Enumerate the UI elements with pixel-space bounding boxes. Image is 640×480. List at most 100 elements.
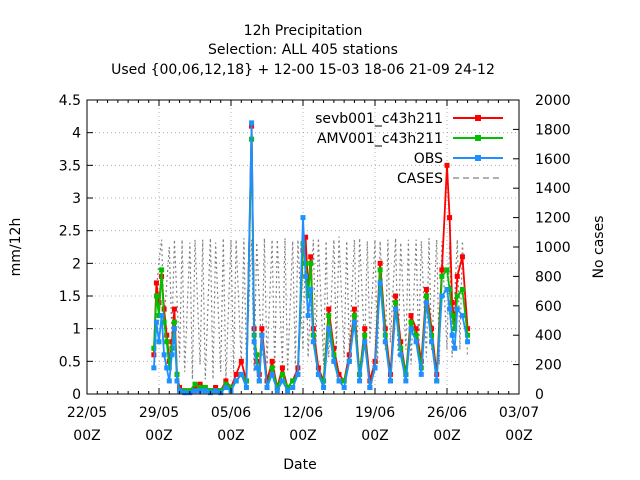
x-axis-ticks: 22/05 00Z 29/05 00Z 05/06 00Z 12/06 00Z 19/06 00Z… xyxy=(67,100,539,444)
y2-tick-label: 800 xyxy=(535,269,562,285)
data-point-sevb001-c43h211 xyxy=(454,273,460,279)
x-tick-label-hour: 00Z xyxy=(433,428,460,444)
x-tick-label-hour: 00Z xyxy=(217,428,244,444)
data-point-obs xyxy=(413,339,419,345)
data-point-sevb001-c43h211 xyxy=(269,358,275,364)
data-point-amv001-c43h211 xyxy=(331,352,337,358)
data-point-amv001-c43h211 xyxy=(159,267,165,273)
data-point-sevb001-c43h211 xyxy=(449,300,455,306)
data-point-amv001-c43h211 xyxy=(423,293,429,299)
data-point-obs xyxy=(166,378,172,384)
x-tick-label-date: 29/05 xyxy=(139,405,179,421)
data-point-sevb001-c43h211 xyxy=(393,293,399,299)
data-point-sevb001-c43h211 xyxy=(447,215,453,221)
data-point-obs xyxy=(202,388,208,394)
data-point-obs xyxy=(326,326,332,332)
data-point-obs xyxy=(351,319,357,325)
data-point-sevb001-c43h211 xyxy=(377,260,383,266)
x-tick-label-date: 12/06 xyxy=(283,405,323,421)
data-point-obs xyxy=(254,365,260,371)
data-point-amv001-c43h211 xyxy=(465,332,471,338)
data-point-amv001-c43h211 xyxy=(351,313,357,319)
data-point-obs xyxy=(341,384,347,390)
data-point-sevb001-c43h211 xyxy=(459,254,465,260)
data-point-obs xyxy=(418,371,424,377)
data-point-sevb001-c43h211 xyxy=(171,306,177,312)
data-point-amv001-c43h211 xyxy=(151,345,157,351)
x-tick-label-hour: 00Z xyxy=(289,428,316,444)
legend-marker xyxy=(475,135,481,141)
y2-tick-label: 1000 xyxy=(535,240,571,256)
data-point-obs xyxy=(256,378,262,384)
y-tick-label: 4 xyxy=(72,126,81,142)
y-tick-label: 2 xyxy=(72,256,81,272)
data-point-amv001-c43h211 xyxy=(326,313,332,319)
data-point-sevb001-c43h211 xyxy=(308,254,314,260)
data-point-obs xyxy=(336,378,342,384)
data-point-obs xyxy=(223,384,229,390)
x-tick-label-hour: 00Z xyxy=(73,428,100,444)
data-point-obs xyxy=(164,365,170,371)
legend-label: CASES xyxy=(397,171,443,187)
data-point-obs xyxy=(174,378,180,384)
y2-tick-label: 600 xyxy=(535,299,562,315)
data-point-sevb001-c43h211 xyxy=(326,306,332,312)
y-tick-label: 3 xyxy=(72,191,81,207)
data-point-amv001-c43h211 xyxy=(377,267,383,273)
data-point-obs xyxy=(429,339,435,345)
data-point-obs xyxy=(213,388,219,394)
data-point-obs xyxy=(156,339,162,345)
data-point-sevb001-c43h211 xyxy=(153,280,159,286)
data-point-sevb001-c43h211 xyxy=(223,378,229,384)
data-point-obs xyxy=(151,365,157,371)
data-point-amv001-c43h211 xyxy=(393,300,399,306)
data-point-obs xyxy=(249,120,255,126)
data-point-obs xyxy=(177,388,183,394)
data-point-amv001-c43h211 xyxy=(285,384,291,390)
x-tick-label-date: 05/06 xyxy=(211,405,251,421)
data-point-obs xyxy=(465,339,471,345)
x-tick-label-hour: 00Z xyxy=(361,428,388,444)
data-point-obs xyxy=(449,332,455,338)
legend-marker xyxy=(475,155,481,161)
x-tick-label-hour: 00Z xyxy=(505,428,532,444)
data-point-obs xyxy=(243,384,249,390)
data-point-sevb001-c43h211 xyxy=(279,365,285,371)
x-tick-label-date: 19/06 xyxy=(355,405,395,421)
data-point-obs xyxy=(251,339,257,345)
data-point-amv001-c43h211 xyxy=(156,313,162,319)
data-point-obs xyxy=(403,378,409,384)
data-point-amv001-c43h211 xyxy=(341,378,347,384)
data-point-obs xyxy=(259,332,265,338)
data-point-sevb001-c43h211 xyxy=(238,358,244,364)
data-series xyxy=(151,120,471,396)
data-point-sevb001-c43h211 xyxy=(197,381,203,387)
data-point-obs xyxy=(321,384,327,390)
x-tick-label-date: 03/07 xyxy=(499,405,539,421)
data-point-sevb001-c43h211 xyxy=(303,234,309,240)
data-point-obs xyxy=(452,345,458,351)
data-point-obs xyxy=(192,388,198,394)
data-point-sevb001-c43h211 xyxy=(192,384,198,390)
x-tick-label-date: 26/06 xyxy=(427,405,467,421)
y-axis-ticks: 0 0.5 1 1.5 2 2.5 3 3.5 4 4.5 xyxy=(59,93,93,403)
y2-tick-label: 0 xyxy=(535,387,544,403)
data-point-obs xyxy=(459,313,465,319)
data-point-sevb001-c43h211 xyxy=(362,326,368,332)
data-point-obs xyxy=(279,378,285,384)
x-axis-label: Date xyxy=(283,457,316,473)
data-point-obs xyxy=(171,326,177,332)
data-point-obs xyxy=(387,378,393,384)
y2-tick-label: 1400 xyxy=(535,181,571,197)
data-point-obs xyxy=(377,280,383,286)
data-point-obs xyxy=(197,388,203,394)
data-point-sevb001-c43h211 xyxy=(444,162,450,168)
data-point-amv001-c43h211 xyxy=(447,286,453,292)
data-point-sevb001-c43h211 xyxy=(259,326,265,332)
data-point-amv001-c43h211 xyxy=(362,332,368,338)
data-point-amv001-c43h211 xyxy=(454,293,460,299)
data-point-obs xyxy=(454,306,460,312)
data-point-obs xyxy=(159,313,165,319)
data-point-amv001-c43h211 xyxy=(161,319,167,325)
data-point-obs xyxy=(182,390,188,396)
